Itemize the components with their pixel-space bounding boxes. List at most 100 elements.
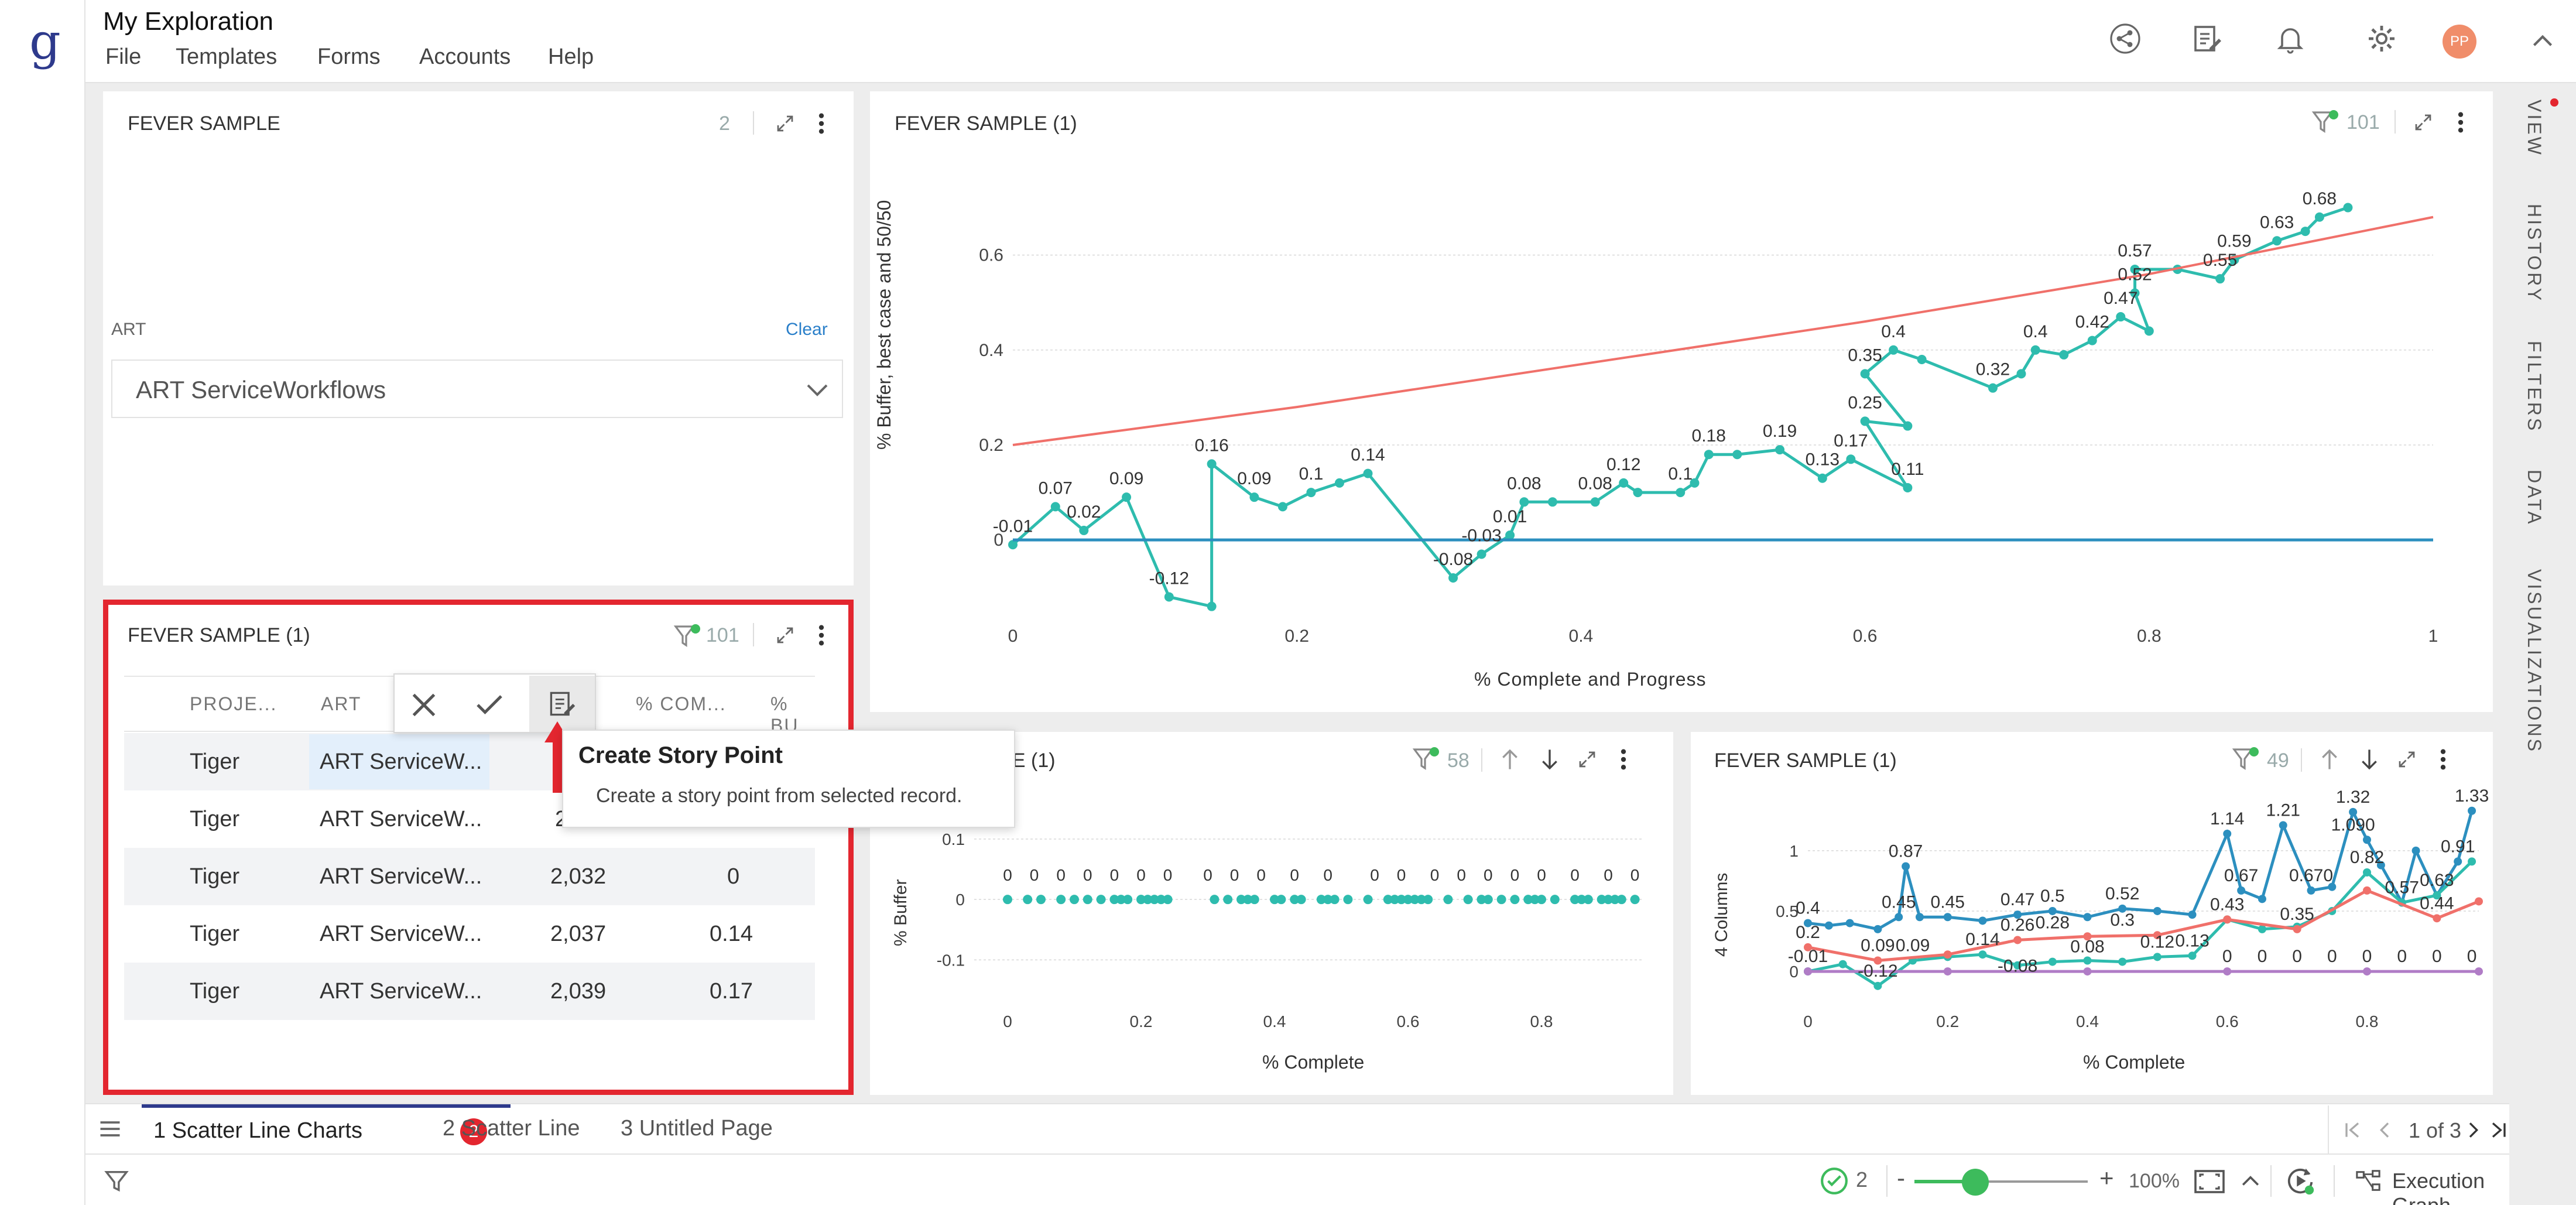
table-row[interactable]: Tiger ART ServiceW... 2,032 0 xyxy=(124,848,815,905)
data-point xyxy=(2013,961,2022,970)
more-vertical-icon[interactable] xyxy=(2428,745,2458,774)
last-page-icon[interactable] xyxy=(2487,1118,2510,1142)
data-label: 0 xyxy=(1030,866,1039,884)
data-point xyxy=(1050,502,1060,512)
execution-graph-icon[interactable] xyxy=(2355,1168,2382,1194)
rail-tab-filters[interactable]: FILTERS xyxy=(2524,341,2545,433)
data-point xyxy=(1537,895,1546,905)
cell-project: Tiger xyxy=(190,807,240,831)
menu-templates[interactable]: Templates xyxy=(176,44,278,69)
data-point xyxy=(1249,492,1259,502)
data-point xyxy=(2087,336,2097,345)
data-label: 1.14 xyxy=(2210,809,2244,829)
rail-tab-view[interactable]: VIEW xyxy=(2524,100,2545,157)
check-circle-icon[interactable] xyxy=(1820,1166,1849,1196)
arrow-up-icon[interactable] xyxy=(1495,745,1525,774)
data-point xyxy=(1330,895,1340,905)
menu-file[interactable]: File xyxy=(105,44,142,69)
first-page-icon[interactable] xyxy=(2341,1118,2364,1142)
filter-active-icon[interactable] xyxy=(1412,746,1440,772)
prev-page-icon[interactable] xyxy=(2373,1118,2397,1142)
data-label: 0 xyxy=(1323,866,1332,884)
data-label: 0.01 xyxy=(1493,507,1527,526)
arrow-up-icon[interactable] xyxy=(2315,745,2344,774)
data-label: 0.45 xyxy=(1931,892,1965,912)
more-vertical-icon[interactable] xyxy=(807,621,836,650)
data-point xyxy=(2293,925,2301,933)
column-header-art[interactable]: ART xyxy=(321,693,362,714)
hamburger-icon[interactable] xyxy=(97,1116,126,1145)
chevron-up-icon[interactable] xyxy=(2238,1169,2263,1194)
more-vertical-icon[interactable] xyxy=(1609,745,1638,774)
filter-active-icon[interactable] xyxy=(673,623,701,649)
more-vertical-icon[interactable] xyxy=(2446,108,2475,137)
data-point xyxy=(1334,478,1344,488)
zoom-out-button[interactable]: - xyxy=(1897,1164,1905,1192)
zoom-slider-thumb[interactable] xyxy=(1961,1169,1989,1196)
main-chart[interactable]: 0 0.2 0.4 0.6 0 0.2 0.4 0.6 0.8 1 -0.01 0.07 0.02 0.0… xyxy=(870,91,2493,712)
filter-active-icon[interactable] xyxy=(2311,109,2339,135)
arrow-down-icon[interactable] xyxy=(2355,745,2384,774)
data-point xyxy=(1296,895,1306,905)
gear-icon[interactable] xyxy=(2361,18,2403,60)
filter-active-icon[interactable] xyxy=(2232,746,2260,772)
collapse-button[interactable] xyxy=(2509,0,2576,83)
data-label: 0.35 xyxy=(2280,905,2314,924)
tab-scatter-line-charts[interactable]: 1 Scatter Line Charts 2 xyxy=(142,1104,511,1155)
selected-cell[interactable] xyxy=(309,734,489,789)
user-avatar[interactable]: PP xyxy=(2443,25,2476,59)
menu-accounts[interactable]: Accounts xyxy=(419,44,511,69)
data-label: 0.35 xyxy=(1848,345,1882,365)
buffer-chart[interactable]: 0.10-0.10 0.2 0.4 0.6 0.80 0 0 0 0 0 0 0 0 0 0 0 0 0 0 0 0 0 0… xyxy=(870,732,1673,1095)
expand-icon[interactable] xyxy=(770,109,800,138)
rail-tab-history[interactable]: HISTORY xyxy=(2524,204,2545,303)
play-refresh-icon[interactable] xyxy=(2284,1165,2316,1197)
cell-project: Tiger xyxy=(190,749,240,774)
expand-icon[interactable] xyxy=(2392,745,2421,774)
table-row[interactable]: Tiger ART ServiceW... 2,037 0.14 xyxy=(124,905,815,963)
divider xyxy=(2270,1165,2272,1197)
expand-icon[interactable] xyxy=(770,621,800,650)
execution-graph-button[interactable]: Execution Graph xyxy=(2392,1169,2485,1205)
zoom-in-button[interactable]: + xyxy=(2099,1164,2114,1192)
more-vertical-icon[interactable] xyxy=(807,109,836,138)
create-story-point-button[interactable] xyxy=(529,676,595,732)
next-page-icon[interactable] xyxy=(2461,1118,2485,1142)
cancel-button[interactable] xyxy=(406,687,441,723)
data-label: 0 xyxy=(1083,866,1092,884)
story-edit-icon[interactable] xyxy=(2186,18,2228,60)
data-point xyxy=(1917,355,1927,365)
column-header-project[interactable]: PROJE... xyxy=(190,693,278,714)
rail-tab-data[interactable]: DATA xyxy=(2524,470,2545,526)
app-logo[interactable]: g xyxy=(29,13,61,70)
menu-forms[interactable]: Forms xyxy=(317,44,381,69)
data-label: -0.03 xyxy=(1461,526,1501,545)
data-point xyxy=(2223,967,2232,976)
data-label: 0.16 xyxy=(1194,436,1228,455)
columns-chart[interactable]: 1 0.5 0 0 0.2 0.4 0.6 0.8 0.87 0.4 0.45 0.45 0.47 0.5… xyxy=(1691,732,2493,1095)
tab-untitled-page[interactable]: 3 Untitled Page xyxy=(621,1116,773,1141)
tab-scatter-line[interactable]: 2 Scatter Line xyxy=(443,1116,580,1141)
column-header-complete[interactable]: % COM... xyxy=(636,693,727,714)
expand-icon[interactable] xyxy=(1573,745,1602,774)
data-point xyxy=(2328,882,2337,891)
right-rail: VIEW HISTORY FILTERS DATA VISUALIZATIONS xyxy=(2509,83,2576,1151)
arrow-down-icon[interactable] xyxy=(1535,745,1564,774)
filter-icon[interactable] xyxy=(103,1168,130,1194)
logo-column: g xyxy=(0,0,85,1205)
art-select[interactable]: ART ServiceWorkflows xyxy=(111,360,843,418)
data-point xyxy=(1838,960,1847,968)
rail-tab-visualizations[interactable]: VISUALIZATIONS xyxy=(2524,569,2545,754)
confirm-button[interactable] xyxy=(472,687,507,723)
data-point xyxy=(1109,895,1119,905)
clear-link[interactable]: Clear xyxy=(786,320,828,339)
table-row[interactable]: Tiger ART ServiceW... 2,039 0.17 xyxy=(124,963,815,1020)
fit-screen-icon[interactable] xyxy=(2193,1169,2226,1194)
zoom-slider[interactable] xyxy=(1914,1180,2088,1183)
panel-count: 49 xyxy=(2267,749,2289,772)
data-point xyxy=(1463,895,1473,905)
share-icon[interactable] xyxy=(2104,18,2146,60)
menu-help[interactable]: Help xyxy=(548,44,594,69)
expand-icon[interactable] xyxy=(2409,108,2438,137)
bell-icon[interactable] xyxy=(2269,18,2311,60)
